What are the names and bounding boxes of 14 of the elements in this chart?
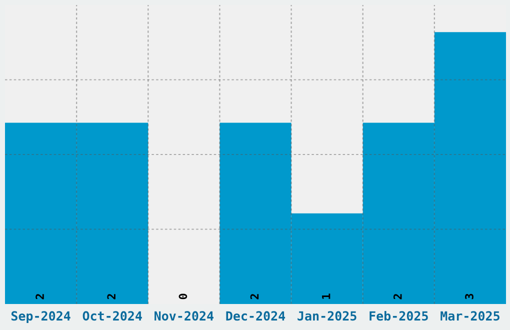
data-label: 2: [393, 294, 402, 300]
x-tick-label: Jan-2025: [298, 311, 356, 321]
x-tick-label: Mar-2025: [440, 311, 500, 321]
data-label: 0: [178, 294, 188, 300]
data-label: 2: [250, 294, 259, 300]
data-label: 2: [36, 294, 44, 300]
data-label: 1: [322, 294, 330, 299]
data-label: 2: [107, 294, 116, 300]
x-tick-label: Nov-2024: [154, 311, 214, 321]
x-tick-label: Oct-2024: [82, 311, 142, 321]
x-tick-label: Feb-2025: [370, 310, 428, 321]
x-tick-label: Sep-2024: [11, 311, 70, 324]
data-label: 3: [465, 294, 474, 300]
x-tick-label: Dec-2024: [226, 311, 286, 321]
